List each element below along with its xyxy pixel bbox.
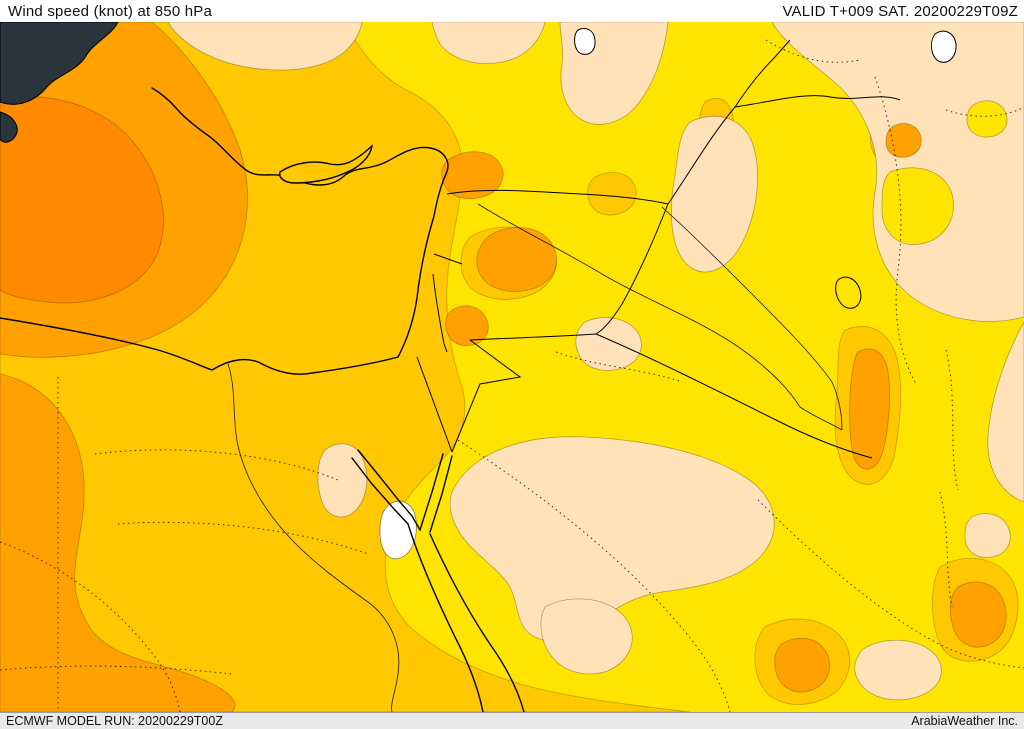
contour-cream-east-small	[964, 513, 1011, 558]
footer-bar: ECMWF MODEL RUN: 20200229T00Z ArabiaWeat…	[0, 712, 1024, 729]
sea-black-sea	[0, 22, 119, 143]
contour-cream-desert-tongue	[540, 598, 633, 675]
contour-layer-dark-orange	[0, 96, 164, 304]
coast-cyprus	[278, 144, 374, 184]
attribution-label: ArabiaWeather Inc.	[911, 714, 1018, 728]
border-jordan-river	[432, 273, 448, 353]
dotted-border-saudi-2	[757, 499, 1024, 669]
dotted-borders	[0, 39, 1024, 712]
contour-cream-center-small	[575, 317, 642, 371]
model-run-label: ECMWF MODEL RUN: 20200229T00Z	[6, 714, 223, 728]
coastlines	[0, 87, 525, 712]
dotted-border-sw	[0, 541, 181, 712]
river-nile	[227, 363, 400, 712]
contour-cream-west-sinai	[317, 443, 368, 518]
contour-orange-east-core	[849, 348, 891, 470]
contour-yellow-hole-ne	[881, 167, 954, 246]
coast-red-sea-east	[429, 533, 525, 712]
border-syria-iraq	[595, 203, 669, 335]
coast-gulf-suez-west	[351, 457, 409, 525]
lake-urmia	[930, 30, 957, 63]
header-bar: Wind speed (knot) at 850 hPa VALID T+009…	[0, 0, 1024, 22]
contour-yellow-hole-ne2	[966, 100, 1008, 138]
border-iraq-saudi	[595, 333, 873, 459]
wind-speed-contour-map	[0, 22, 1024, 712]
contour-orange-center	[476, 227, 557, 292]
rivers	[227, 203, 843, 712]
border-iraq-jordan	[469, 333, 597, 341]
coast-red-sea-west	[407, 523, 484, 712]
dotted-border-iraq	[555, 351, 683, 383]
river-tigris	[661, 206, 843, 431]
black-sea-inlet	[0, 111, 18, 143]
contour-orange-se-core	[949, 581, 1007, 648]
border-turkey-east	[734, 95, 901, 108]
river-euphrates	[477, 203, 843, 431]
contour-cream-central-desert	[449, 436, 775, 642]
contour-orange-center-small	[445, 305, 489, 347]
coast-gulf-suez-east	[357, 449, 421, 531]
contour-cream-top-center	[431, 22, 546, 64]
coast-gulf-aqaba-west	[419, 453, 444, 531]
border-turkey-syria	[446, 189, 669, 205]
contour-orange-cilicia	[441, 151, 504, 200]
contour-orange-south-core	[774, 637, 830, 693]
coast-mediterranean	[0, 87, 449, 375]
contour-layer-cream	[167, 22, 1024, 701]
map-title: Wind speed (knot) at 850 hPa	[8, 2, 213, 20]
dotted-border-egypt-1	[94, 449, 339, 481]
contour-layer-white	[379, 500, 417, 560]
border-israel-egypt	[416, 356, 453, 453]
contour-cream-southeast-small	[854, 639, 942, 701]
map-canvas	[0, 22, 1024, 712]
black-sea-shape	[0, 22, 119, 105]
contour-cream-top-left	[167, 22, 363, 71]
lakes	[574, 27, 957, 309]
contour-golden-north-center-blob	[587, 172, 637, 216]
lake-tuz	[574, 27, 596, 55]
contour-orange-west-edge	[0, 373, 236, 712]
country-borders	[416, 39, 901, 459]
contour-cream-north-iraq	[671, 115, 758, 273]
contour-layer-yellow-holes	[881, 100, 1008, 246]
valid-time-label: VALID T+009 SAT. 20200229T09Z	[782, 2, 1018, 20]
lake-tharthar	[835, 276, 862, 309]
border-jordan-saudi	[451, 339, 522, 453]
coast-gulf-aqaba-east	[429, 455, 453, 533]
contour-cream-east-edge	[987, 321, 1024, 503]
dotted-border-egypt-2	[117, 521, 369, 555]
dotted-border-ne	[945, 106, 1024, 117]
border-turkey-iraq-iran	[667, 39, 791, 205]
border-lebanon-syria	[433, 253, 463, 265]
contour-white-suez	[379, 500, 417, 560]
contour-dark-orange-core	[0, 96, 164, 304]
contour-orange-ne-small	[885, 123, 922, 158]
